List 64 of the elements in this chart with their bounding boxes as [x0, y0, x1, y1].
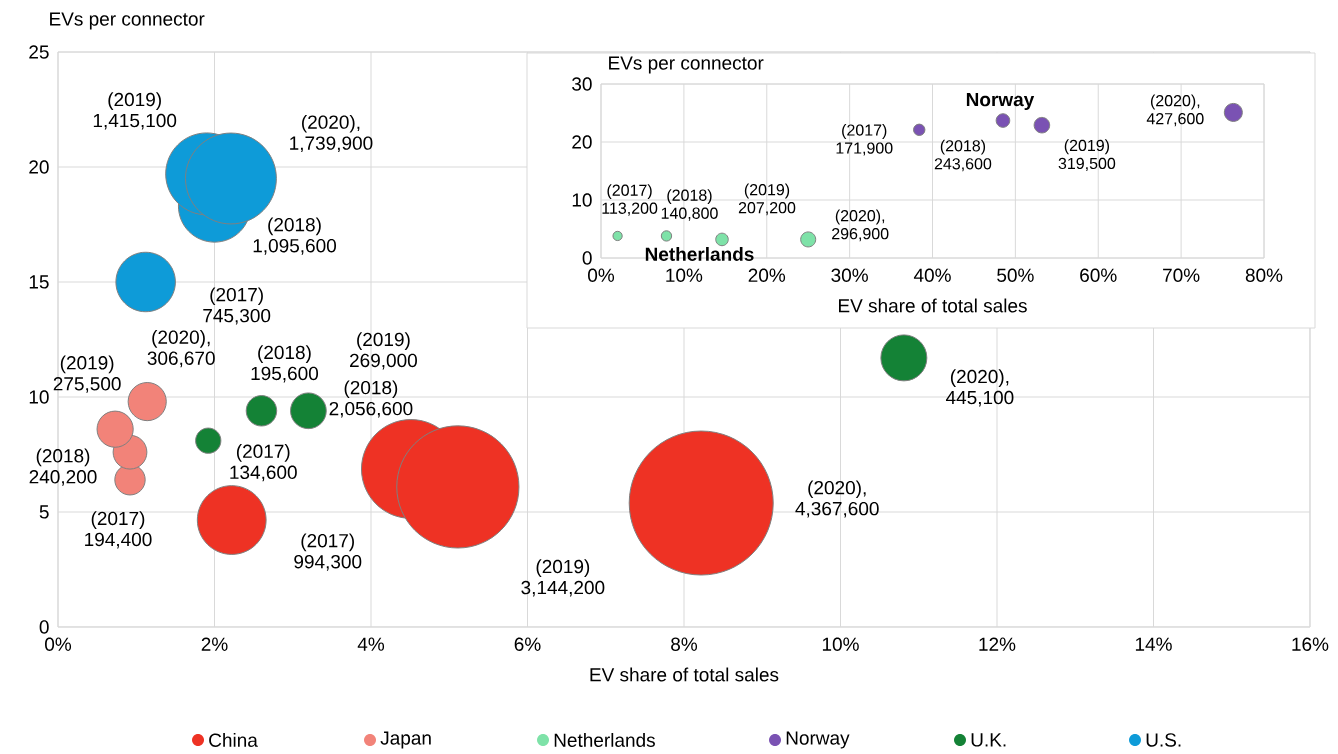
data-label: (2020), 1,739,900: [290, 114, 373, 153]
y-axis-title: EVs per connector: [609, 56, 764, 74]
x-tick-label: 70%: [1163, 268, 1200, 282]
text: Netherlands: [645, 246, 754, 261]
x-tick-label: 30%: [831, 268, 868, 282]
data-label: (2017) 194,400: [85, 511, 152, 549]
x-tick-label: 14%: [1135, 637, 1172, 651]
data-label: (2018) 195,600: [251, 345, 319, 383]
data-label: (2018) 240,200: [29, 448, 97, 486]
data-label: (2019) 275,500: [53, 355, 121, 393]
y-tick-label: 5: [39, 505, 49, 519]
data-label: (2018) 140,800: [661, 189, 718, 221]
data-label: (2019) 319,500: [1058, 139, 1116, 171]
x-tick-label: 40%: [913, 268, 951, 282]
data-label: (2018) 1,095,600: [253, 217, 337, 255]
x-axis-title: EV share of total sales: [590, 667, 779, 682]
y-tick-label: 20: [572, 135, 592, 149]
legend-label: Japan: [380, 731, 431, 749]
x-axis-title: EV share of total sales: [839, 298, 1027, 313]
data-label: (2019) 3,144,200: [521, 559, 605, 597]
legend-label: Netherlands: [554, 733, 655, 747]
x-tick-label: 4%: [357, 637, 385, 651]
y-tick-label: 0: [582, 251, 592, 265]
y-tick-label: 10: [572, 193, 592, 207]
x-tick-label: 0%: [45, 637, 72, 651]
y-tick-label: 30: [572, 77, 592, 91]
x-tick-label: 2%: [201, 637, 228, 651]
x-tick-label: 12%: [979, 637, 1016, 651]
x-tick-label: 20%: [748, 268, 786, 282]
y-tick-label: 10: [29, 390, 49, 404]
x-tick-label: 8%: [671, 637, 698, 651]
data-label: (2018) 2,056,600: [329, 380, 413, 418]
legend-label: U.S.: [1146, 733, 1181, 747]
data-label: (2019) 207,200: [738, 183, 796, 216]
legend-label: Norway: [786, 731, 850, 749]
data-label: (2018) 243,600: [934, 139, 992, 172]
data-label: (2017) 745,300: [203, 287, 271, 325]
data-label: (2017) 113,200: [602, 184, 658, 216]
x-tick-label: 0%: [588, 268, 615, 282]
x-tick-label: 10%: [666, 268, 703, 282]
data-label: (2017) 171,900: [836, 123, 893, 156]
y-axis-title: EVs per connector: [50, 12, 205, 30]
legend-label: China: [209, 733, 258, 747]
data-label: (2020), 427,600: [1146, 94, 1204, 127]
data-label: (2020), 296,900: [832, 209, 889, 242]
x-tick-label: 6%: [514, 637, 541, 651]
x-tick-label: 50%: [997, 268, 1034, 282]
data-label: (2020), 4,367,600: [795, 480, 879, 518]
y-tick-label: 15: [29, 275, 49, 289]
y-tick-label: 25: [29, 45, 49, 59]
data-label: (2017) 134,600: [230, 444, 297, 482]
x-tick-label: 10%: [822, 637, 859, 651]
x-tick-label: 60%: [1080, 268, 1117, 282]
data-label: (2019) 269,000: [350, 332, 417, 370]
data-label: (2020), 445,100: [945, 369, 1014, 407]
y-tick-label: 20: [29, 160, 49, 174]
text: Norway: [966, 93, 1035, 111]
data-label: (2019) 1,415,100: [93, 92, 177, 130]
y-tick-label: 0: [39, 620, 49, 634]
x-tick-label: 16%: [1292, 637, 1329, 651]
x-tick-label: 80%: [1245, 268, 1283, 282]
data-label: (2020), 306,670: [147, 329, 215, 368]
data-label: (2017) 994,300: [294, 533, 362, 571]
legend-label: U.K.: [971, 733, 1006, 747]
